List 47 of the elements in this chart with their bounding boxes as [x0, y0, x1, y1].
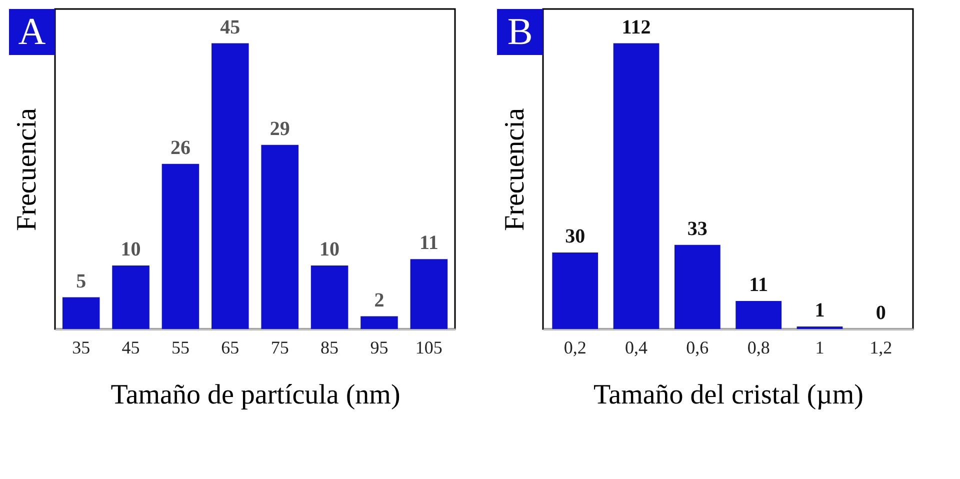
data-label: 11 — [419, 232, 438, 254]
data-label: 2 — [374, 289, 384, 312]
x-tick-label: 35 — [72, 338, 90, 358]
bar — [112, 266, 150, 329]
data-label: 10 — [120, 238, 141, 261]
text: A — [18, 11, 46, 53]
data-label: 5 — [76, 270, 86, 292]
data-label: 26 — [170, 136, 190, 159]
bar — [552, 252, 598, 329]
x-tick-label: 0,8 — [747, 338, 770, 358]
x-tick-label: 95 — [370, 338, 388, 358]
bar — [261, 144, 298, 329]
x-tick-label: 55 — [171, 338, 190, 358]
y-axis-title: Frecuencia — [500, 108, 530, 231]
bar — [162, 164, 200, 329]
bar — [62, 297, 100, 329]
data-label: 10 — [320, 238, 340, 261]
x-tick-label: 1 — [815, 338, 824, 358]
x-tick-label: 75 — [270, 338, 289, 358]
bar — [674, 244, 720, 329]
x-tick-label: 1,2 — [870, 338, 892, 358]
bar — [310, 266, 348, 329]
data-label: 45 — [220, 16, 240, 38]
data-label: 112 — [622, 16, 651, 38]
bar — [360, 316, 398, 329]
bar — [212, 43, 249, 329]
data-label: 11 — [749, 274, 768, 296]
bar — [736, 300, 782, 329]
x-tick-label: 65 — [221, 338, 240, 358]
x-axis-title: Tamaño del cristal (µm) — [594, 380, 864, 410]
y-axis-title: Frecuencia — [12, 108, 42, 231]
x-tick-label: 0,2 — [564, 338, 586, 358]
x-axis-title: Tamaño de partícula (nm) — [110, 380, 400, 410]
data-label: 30 — [565, 225, 586, 248]
bar — [613, 43, 660, 329]
x-tick-label: 45 — [122, 338, 140, 358]
data-label: 33 — [687, 218, 708, 240]
x-tick-label: 105 — [415, 338, 442, 358]
text: B — [507, 11, 533, 53]
data-label: 0 — [876, 302, 886, 324]
x-tick-label: 0,6 — [686, 338, 709, 358]
data-label: 29 — [270, 118, 290, 140]
x-tick-label: 0,4 — [625, 338, 648, 358]
bar — [796, 326, 843, 329]
data-label: 1 — [814, 299, 825, 322]
bar — [410, 259, 448, 329]
x-tick-label: 85 — [320, 338, 339, 358]
